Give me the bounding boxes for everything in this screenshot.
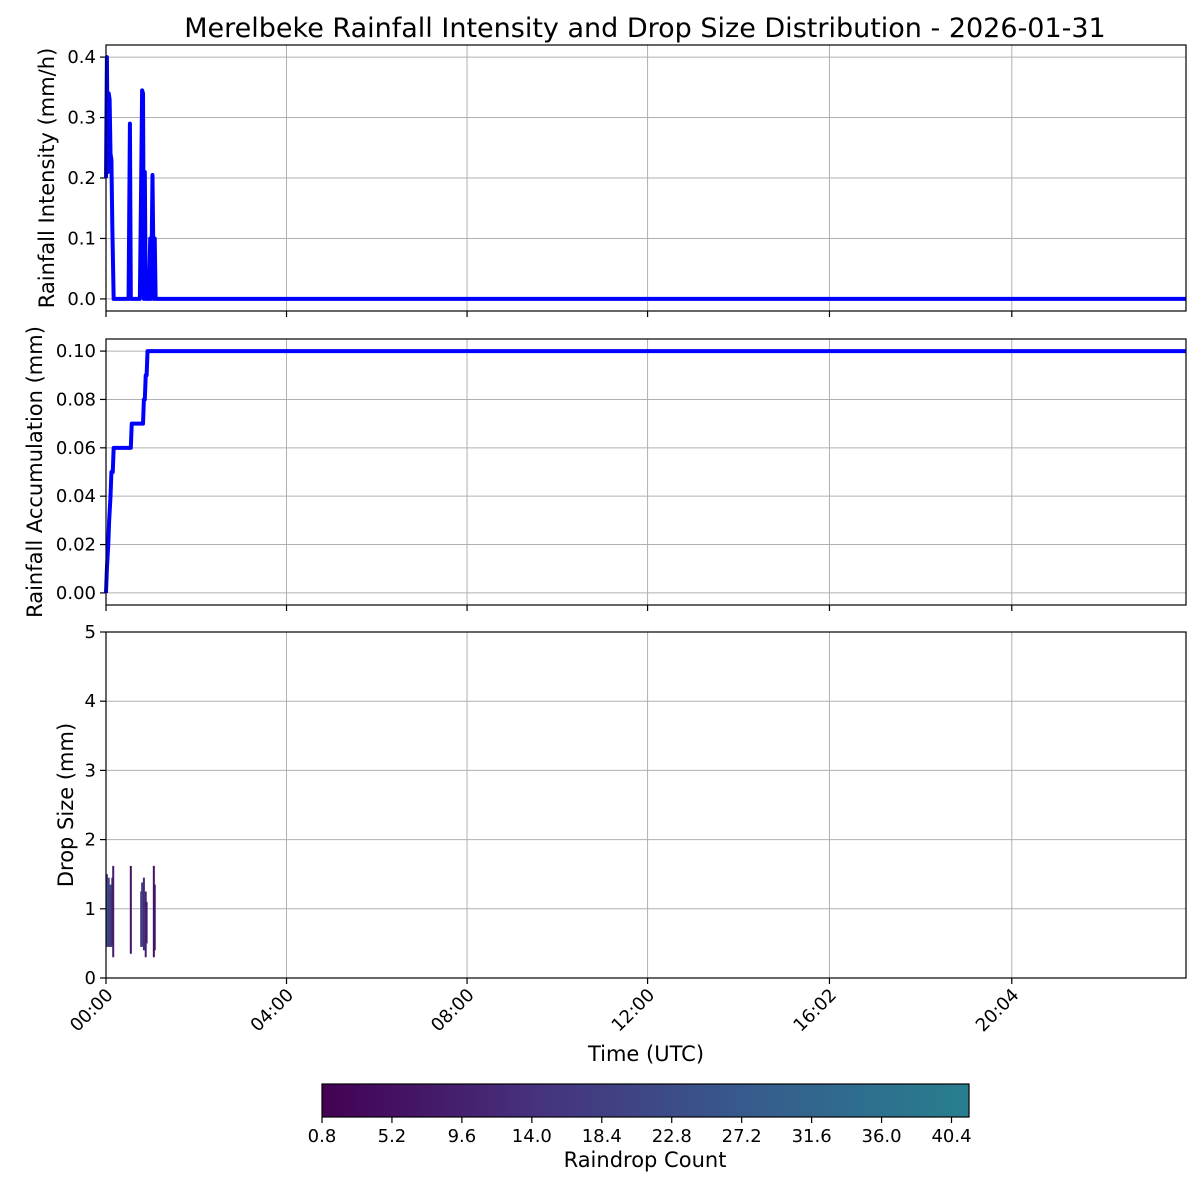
y-tick-label: 0.3: [67, 108, 96, 129]
heatmap-cell: [129, 865, 132, 954]
colorbar-tick-label: 14.0: [512, 1126, 552, 1147]
y-tick-label: 0.08: [56, 389, 96, 410]
x-tick-label: 12:00: [608, 985, 660, 1037]
colorbar-label: Raindrop Count: [564, 1148, 727, 1172]
chart-title: Merelbeke Rainfall Intensity and Drop Si…: [184, 13, 1105, 44]
y-tick-label: 0.2: [67, 168, 96, 189]
axes-frame: [105, 338, 1187, 606]
colorbar-tick-label: 40.4: [931, 1126, 971, 1147]
y-tick-label: 0.04: [56, 486, 96, 507]
colorbar-tick-label: 18.4: [582, 1126, 622, 1147]
colorbar: Raindrop Count 0.8 5.2 9.6 14.0 18.4 22.8 27.2…: [308, 1083, 972, 1172]
y-tick-label: 0.0: [67, 289, 96, 310]
colorbar-tick-label: 5.2: [378, 1126, 407, 1147]
colorbar-tick-label: 36.0: [862, 1126, 902, 1147]
drop-size-panel: Drop Size (mm) Time (UTC) 0 1 2 3 4 5 00:00 04:…: [54, 622, 1187, 1066]
y-tick-label: 5: [85, 622, 96, 643]
x-tick-label: 16:02: [789, 985, 841, 1037]
colorbar-tick-label: 9.6: [448, 1126, 477, 1147]
heatmap-cell: [145, 901, 148, 944]
x-tick-label: 20:04: [972, 985, 1024, 1037]
intensity-y-label: Rainfall Intensity (mm/h): [35, 48, 59, 309]
x-tick-label: 00:00: [66, 985, 118, 1037]
colorbar-tick-label: 22.8: [652, 1126, 692, 1147]
colorbar-gradient: [321, 1083, 970, 1118]
axes-frame: [105, 631, 1187, 979]
x-tick-label: 04:00: [247, 985, 299, 1037]
y-tick-label: 0.4: [67, 47, 96, 68]
intensity-panel: Rainfall Intensity (mm/h) 0.0 0.1 0.2 0.3 0.…: [35, 44, 1187, 317]
y-tick-label: 3: [85, 760, 96, 781]
axes-frame: [105, 44, 1187, 312]
heatmap-cell: [153, 884, 156, 951]
series-line: [104, 349, 1186, 593]
accumulation-panel: Rainfall Accumulation (mm) 0.00 0.02 0.04 0…: [23, 326, 1187, 618]
colorbar-tick-label: 27.2: [722, 1126, 762, 1147]
y-tick-label: 0.02: [56, 535, 96, 556]
y-tick-label: 0.06: [56, 438, 96, 459]
y-tick-label: 0.1: [67, 228, 96, 249]
x-tick-label: 08:00: [427, 985, 479, 1037]
drop-size-y-label: Drop Size (mm): [54, 723, 78, 887]
accumulation-y-label: Rainfall Accumulation (mm): [23, 326, 47, 618]
colorbar-tick-label: 0.8: [308, 1126, 337, 1147]
x-axis-label: Time (UTC): [587, 1042, 704, 1066]
y-tick-label: 1: [85, 899, 96, 920]
colorbar-tick-label: 31.6: [792, 1126, 832, 1147]
heatmap-cell: [112, 865, 115, 958]
y-tick-label: 0.00: [56, 583, 96, 604]
series-line: [104, 55, 1186, 301]
y-tick-label: 2: [85, 830, 96, 851]
y-tick-label: 0.10: [56, 341, 96, 362]
y-tick-label: 4: [85, 691, 96, 712]
y-tick-label: 0: [85, 968, 96, 989]
